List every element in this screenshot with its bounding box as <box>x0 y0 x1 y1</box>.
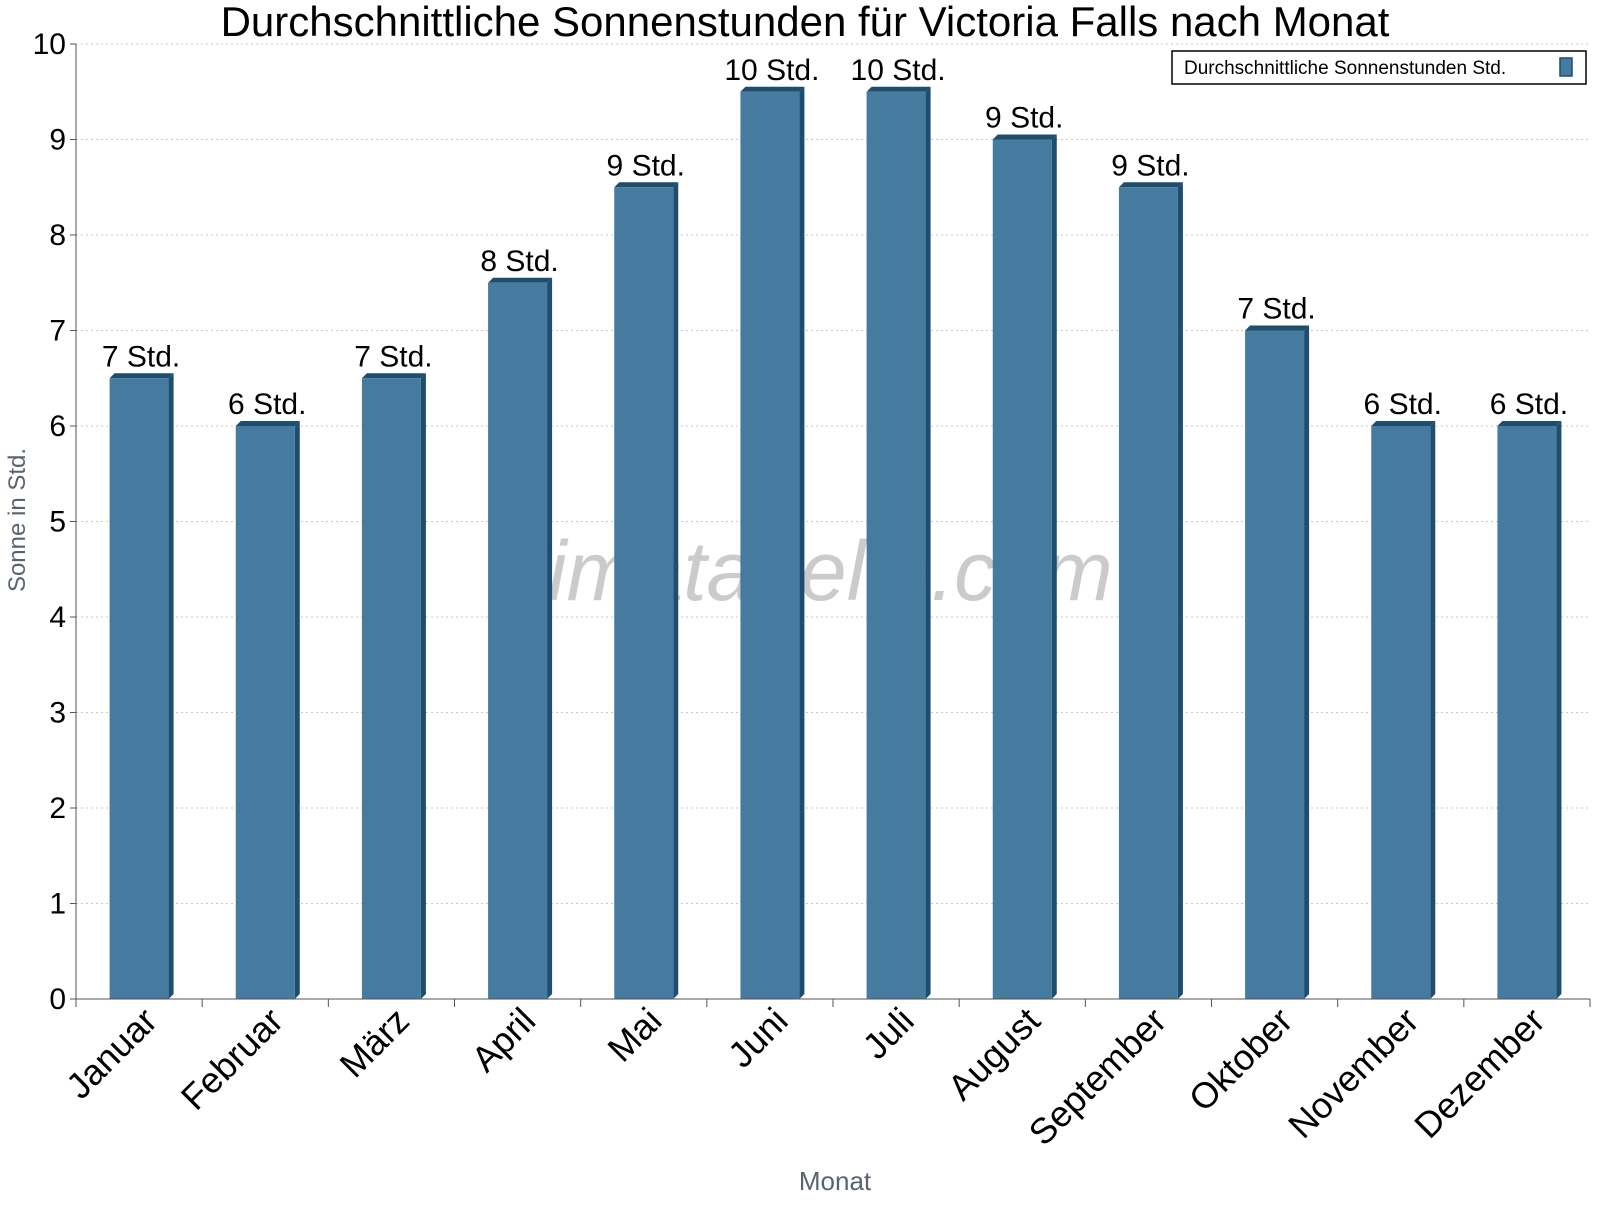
bar-side <box>673 182 679 999</box>
y-tick-label: 8 <box>49 219 66 252</box>
bar <box>866 91 926 999</box>
legend-box <box>1171 50 1587 85</box>
bar <box>1118 187 1178 999</box>
bar-top <box>1497 421 1562 426</box>
bar-value-label: 9 Std. <box>607 149 685 182</box>
gridlines <box>76 43 1590 904</box>
bar-value-label: 10 Std. <box>851 54 946 87</box>
bar <box>740 91 800 999</box>
y-tick-label: 7 <box>49 315 66 348</box>
bar-side <box>1177 182 1183 999</box>
y-tick-label: 3 <box>49 697 66 730</box>
bar-value-label: 9 Std. <box>985 102 1063 135</box>
bar <box>109 378 169 999</box>
y-tick-label: 9 <box>49 124 66 157</box>
bar <box>1497 426 1557 999</box>
bar-top <box>740 86 805 92</box>
bar-top <box>235 421 300 426</box>
y-axis-title: Sonne in Std. <box>4 448 31 592</box>
x-tick-label: März <box>332 1000 418 1086</box>
bar-side <box>168 373 174 999</box>
x-tick-label: Dezember <box>1406 1000 1552 1146</box>
x-tick-label: Februar <box>173 1000 291 1118</box>
x-tick-label: August <box>940 1000 1048 1108</box>
x-tick-label: Juli <box>855 1000 922 1067</box>
bar-side <box>1304 325 1310 999</box>
bar-top <box>1245 325 1310 331</box>
x-tick-label: November <box>1280 1000 1426 1146</box>
x-tick-label: September <box>1021 1000 1175 1154</box>
data-labels: 7 Std. 6 Std. 7 Std. 8 Std. 9 Std. 10 Std. 10 … <box>102 54 1568 421</box>
bar <box>235 426 295 999</box>
bar-value-label: 6 Std. <box>1490 388 1568 421</box>
y-tick-label: 1 <box>49 888 66 921</box>
x-tick-label: Oktober <box>1181 1000 1301 1120</box>
bar-value-label: 9 Std. <box>1111 149 1189 182</box>
bar-side <box>420 373 426 999</box>
bar <box>361 378 421 999</box>
bar-value-label: 6 Std. <box>1364 388 1442 421</box>
bar-value-label: 7 Std. <box>1237 293 1315 326</box>
bar-top <box>1371 421 1436 426</box>
bar <box>992 139 1052 999</box>
bar-value-label: 8 Std. <box>480 245 558 278</box>
bar-top <box>1118 182 1183 188</box>
bar-top <box>361 373 426 379</box>
bar-top <box>488 277 553 283</box>
bar-side <box>799 86 805 999</box>
legend-swatch <box>1559 57 1573 77</box>
bar-side <box>547 277 553 999</box>
y-tick-label: 6 <box>49 410 66 443</box>
bar <box>1371 426 1431 999</box>
bars <box>109 86 1562 999</box>
bar-top <box>109 373 174 379</box>
x-tick-label: Mai <box>599 1000 669 1070</box>
bar-side <box>925 86 931 999</box>
x-axis-title: Monat <box>799 1166 872 1196</box>
y-tick-label: 10 <box>33 28 66 61</box>
bar-top <box>614 182 679 188</box>
x-tick-label: Juni <box>720 1000 796 1076</box>
bar-value-label: 7 Std. <box>102 340 180 373</box>
bar <box>614 187 674 999</box>
bar-value-label: 7 Std. <box>354 340 432 373</box>
y-tick-label: 0 <box>49 983 66 1016</box>
x-tick-label: Januar <box>58 1000 165 1107</box>
legend: Durchschnittliche Sonnenstunden Std. <box>1171 50 1587 85</box>
bar-side <box>1051 134 1057 999</box>
y-tick-label: 4 <box>49 601 66 634</box>
bar <box>1245 330 1305 999</box>
bar-side <box>1430 421 1436 999</box>
bar-value-label: 10 Std. <box>724 54 819 87</box>
y-tick-label: 5 <box>49 506 66 539</box>
bar-value-label: 6 Std. <box>228 388 306 421</box>
bar-side <box>1556 421 1562 999</box>
bar-top <box>866 86 931 92</box>
legend-label: Durchschnittliche Sonnenstunden Std. <box>1184 58 1506 79</box>
chart-title: Durchschnittliche Sonnenstunden für Vict… <box>221 0 1390 45</box>
x-tick-label: April <box>463 1000 543 1080</box>
y-tick-label: 2 <box>49 792 66 825</box>
bar-side <box>294 421 300 999</box>
bar <box>488 282 548 999</box>
bar-top <box>992 134 1057 140</box>
